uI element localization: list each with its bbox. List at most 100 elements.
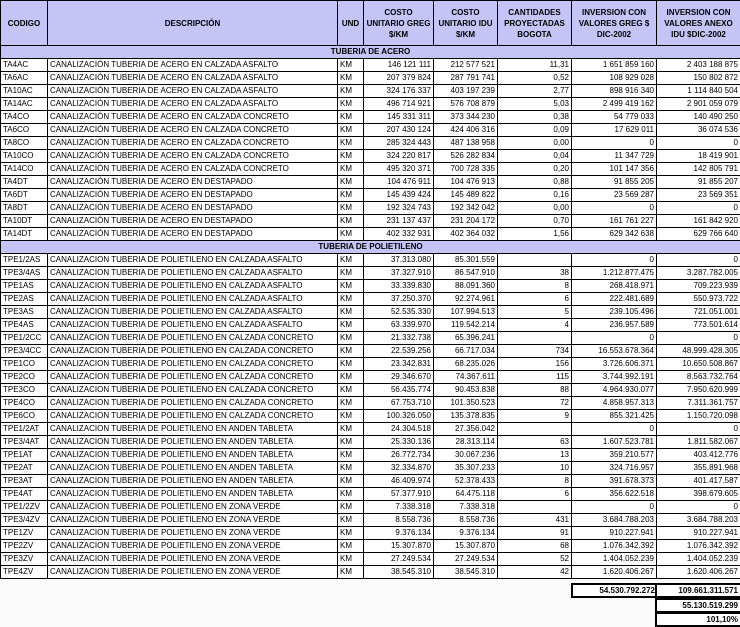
cell-inversion-greg: 898 916 340 <box>572 85 657 98</box>
cell-costo-idu: 52.378.433 <box>434 475 498 488</box>
cell-codigo: TPE2CO <box>1 371 48 384</box>
cell-costo-idu: 35.307.233 <box>434 462 498 475</box>
cell-cantidad <box>498 254 572 267</box>
cell-und: KM <box>338 228 364 241</box>
cell-inversion-greg: 91 855 205 <box>572 176 657 189</box>
cell-cantidad: 9 <box>498 410 572 423</box>
cell-inversion-greg: 239.105.496 <box>572 306 657 319</box>
cell-und: KM <box>338 384 364 397</box>
cell-costo-greg: 324 176 337 <box>364 85 434 98</box>
cell-costo-greg: 24.304.518 <box>364 423 434 436</box>
cell-cantidad: 0,09 <box>498 124 572 137</box>
cell-inversion-idu: 3.287.782.005 <box>657 267 740 280</box>
cell-costo-idu: 487 138 958 <box>434 137 498 150</box>
cell-inversion-idu: 36 074 536 <box>657 124 740 137</box>
cell-cantidad <box>498 501 572 514</box>
cell-costo-idu: 145 489 822 <box>434 189 498 202</box>
cell-cantidad: 8 <box>498 475 572 488</box>
cell-codigo: TPE3/4CC <box>1 345 48 358</box>
cell-und: KM <box>338 501 364 514</box>
cell-codigo: TPE3/4AS <box>1 267 48 280</box>
cell-costo-idu: 90.453.838 <box>434 384 498 397</box>
cell-descripcion: CANALIZACION TUBERIA DE POLIETILENO EN C… <box>48 371 338 384</box>
cell-descripcion: CANALIZACIÓN TUBERIA DE ACERO EN DESTAPA… <box>48 215 338 228</box>
cell-codigo: TPE2ZV <box>1 540 48 553</box>
cell-descripcion: CANALIZACION TUBERIA DE POLIETILENO EN A… <box>48 449 338 462</box>
cell-cantidad: 5,03 <box>498 98 572 111</box>
cell-inversion-greg: 3.744.992.191 <box>572 371 657 384</box>
cell-costo-greg: 192 324 743 <box>364 202 434 215</box>
cell-costo-idu: 104 476 913 <box>434 176 498 189</box>
cell-codigo: TA4AC <box>1 59 48 72</box>
cell-costo-idu: 8.558.736 <box>434 514 498 527</box>
cell-codigo: TPE3ZV <box>1 553 48 566</box>
cell-inversion-idu: 0 <box>657 423 740 436</box>
cell-cantidad: 0,38 <box>498 111 572 124</box>
cell-costo-greg: 15.307.870 <box>364 540 434 553</box>
cell-inversion-greg: 0 <box>572 332 657 345</box>
cell-cantidad: 6 <box>498 293 572 306</box>
cell-codigo: TPE4AT <box>1 488 48 501</box>
cell-inversion-idu: 550.973.722 <box>657 293 740 306</box>
cell-costo-greg: 32.334.870 <box>364 462 434 475</box>
cell-descripcion: CANALIZACION TUBERIA DE POLIETILENO EN Z… <box>48 553 338 566</box>
cell-descripcion: CANALIZACION TUBERIA DE POLIETILENO EN Z… <box>48 527 338 540</box>
cell-descripcion: CANALIZACION TUBERIA DE POLIETILENO EN C… <box>48 293 338 306</box>
cell-costo-idu: 66.717.034 <box>434 345 498 358</box>
cell-inversion-greg: 0 <box>572 137 657 150</box>
cell-costo-idu: 212 577 521 <box>434 59 498 72</box>
cell-descripcion: CANALIZACION TUBERIA DE POLIETILENO EN Z… <box>48 514 338 527</box>
cell-und: KM <box>338 371 364 384</box>
cell-inversion-greg: 1.404.052.239 <box>572 553 657 566</box>
cell-und: KM <box>338 332 364 345</box>
header-costo-idu: COSTO UNITARIO IDU $/KM <box>434 1 498 46</box>
cell-inversion-greg: 1.076.342.392 <box>572 540 657 553</box>
cell-und: KM <box>338 215 364 228</box>
cell-cantidad: 68 <box>498 540 572 553</box>
cell-und: KM <box>338 137 364 150</box>
cell-codigo: TA6CO <box>1 124 48 137</box>
cell-inversion-greg: 0 <box>572 501 657 514</box>
section-title: TUBERIA DE ACERO <box>1 46 740 59</box>
cell-descripcion: CANALIZACIÓN TUBERIA DE ACERO EN DESTAPA… <box>48 176 338 189</box>
cell-codigo: TPE6CO <box>1 410 48 423</box>
cell-cantidad: 52 <box>498 553 572 566</box>
cell-cantidad: 0,00 <box>498 137 572 150</box>
cell-inversion-greg: 391.678.373 <box>572 475 657 488</box>
cell-costo-idu: 373 344 230 <box>434 111 498 124</box>
cell-codigo: TPE3/4ZV <box>1 514 48 527</box>
header-row: CODIGO DESCRIPCIÓN UND COSTO UNITARIO GR… <box>1 1 740 46</box>
cell-cantidad: 0,16 <box>498 189 572 202</box>
total-idu: 109.661.311.571 <box>655 583 740 598</box>
header-und: UND <box>338 1 364 46</box>
cell-und: KM <box>338 488 364 501</box>
cell-costo-idu: 9.376.134 <box>434 527 498 540</box>
cell-und: KM <box>338 72 364 85</box>
cell-inversion-greg: 23 569 287 <box>572 189 657 202</box>
header-inversion-idu: INVERSION CON VALORES ANEXO IDU $DIC-200… <box>657 1 740 46</box>
cell-und: KM <box>338 254 364 267</box>
cell-cantidad: 6 <box>498 488 572 501</box>
cell-und: KM <box>338 124 364 137</box>
cell-costo-greg: 8.558.736 <box>364 514 434 527</box>
cell-costo-greg: 231 137 437 <box>364 215 434 228</box>
cell-inversion-idu: 142 805 791 <box>657 163 740 176</box>
section-row: TUBERIA DE ACERO <box>1 46 740 59</box>
cell-und: KM <box>338 462 364 475</box>
cell-inversion-idu: 48.999.428.305 <box>657 345 740 358</box>
cell-inversion-greg: 101 147 356 <box>572 163 657 176</box>
cell-inversion-idu: 1 114 840 504 <box>657 85 740 98</box>
cell-codigo: TA14AC <box>1 98 48 111</box>
